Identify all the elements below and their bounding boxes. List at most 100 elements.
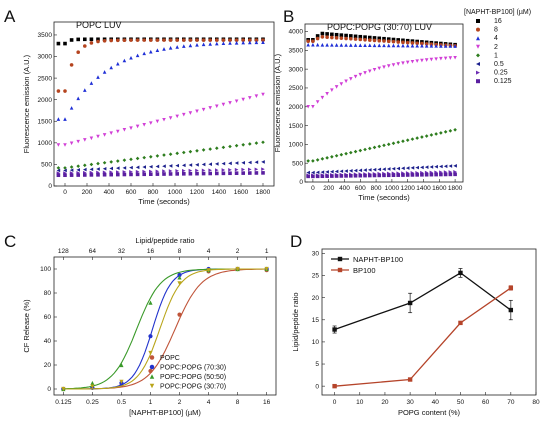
data-point [61, 386, 66, 392]
x-tick-label: 1000 [168, 189, 183, 196]
x-tick-label: 600 [355, 185, 366, 192]
data-point [149, 172, 153, 177]
data-point [149, 49, 153, 54]
y-tick-label: 80 [44, 290, 52, 297]
series-8 [56, 38, 265, 93]
data-point [339, 33, 344, 37]
data-point [311, 39, 315, 44]
y-axis-label: Fluorescence emission (A.U.) [22, 54, 31, 153]
data-point [377, 66, 382, 71]
data-point [175, 114, 179, 119]
data-point [508, 285, 514, 291]
data-point [241, 40, 245, 45]
data-point [248, 96, 252, 100]
data-point [344, 151, 348, 156]
data-point [353, 37, 358, 41]
data-point [415, 173, 419, 177]
data-point [391, 43, 396, 48]
panel-letter-D: D [290, 232, 302, 251]
y-tick-label: 4000 [289, 29, 304, 36]
legend-marker [337, 256, 343, 262]
data-point [401, 61, 405, 66]
data-point [221, 168, 226, 172]
data-point [344, 33, 348, 38]
data-point [458, 320, 463, 326]
data-point [135, 53, 140, 58]
y-tick-label: 0 [299, 179, 303, 186]
data-point [102, 166, 107, 171]
y-tick-label: 1000 [289, 142, 304, 149]
data-point [168, 152, 173, 157]
data-point [363, 147, 367, 152]
data-point [363, 35, 367, 39]
y-tick-label: 5 [315, 361, 319, 368]
data-point [148, 334, 153, 339]
data-point [122, 58, 127, 63]
data-point [377, 173, 382, 178]
y-tick-label: 2500 [289, 85, 304, 92]
x-tick-label: 60 [482, 399, 490, 406]
data-point [228, 41, 232, 45]
data-point [56, 173, 61, 178]
data-point [63, 117, 67, 121]
data-point [353, 173, 358, 178]
y-tick-label: 2000 [289, 104, 304, 111]
data-point [182, 44, 186, 48]
data-point [439, 44, 443, 48]
data-point [208, 168, 212, 173]
data-point [83, 173, 87, 177]
data-point [155, 48, 160, 52]
data-point [122, 166, 127, 170]
x-tick-label: 0 [333, 399, 337, 406]
data-point [443, 130, 448, 134]
data-point [155, 154, 160, 158]
x-tick-label: 30 [407, 399, 415, 406]
legend-label: 0.5 [494, 61, 504, 68]
data-point [119, 362, 124, 368]
data-point [135, 156, 140, 161]
data-point [241, 38, 245, 42]
data-point [458, 270, 463, 276]
data-point [377, 38, 382, 43]
data-point [334, 36, 339, 40]
data-point [221, 102, 226, 107]
data-point [448, 172, 453, 177]
data-point [116, 159, 120, 163]
data-point [353, 168, 358, 173]
x-axis-label: POPG content (%) [398, 408, 461, 417]
data-point [372, 38, 377, 43]
legend-marker [476, 27, 480, 32]
data-point [102, 160, 107, 165]
data-point [76, 37, 80, 42]
panel-letter-C: C [4, 232, 16, 251]
data-point [63, 168, 67, 173]
data-point [306, 39, 310, 44]
data-point [349, 77, 353, 81]
data-point [339, 43, 344, 47]
data-point [76, 139, 80, 144]
series-0.125 [56, 171, 265, 178]
data-point [363, 43, 367, 47]
data-point [215, 171, 219, 176]
data-point [102, 39, 107, 43]
data-point [155, 119, 160, 124]
data-point [334, 85, 339, 89]
legend-marker [149, 364, 155, 370]
data-point [148, 350, 153, 356]
data-point [410, 173, 415, 177]
data-point [248, 40, 252, 45]
data-point [201, 171, 206, 176]
data-point [63, 89, 67, 93]
y-tick-label: 30 [312, 251, 320, 258]
data-point [453, 44, 457, 48]
data-point [420, 172, 424, 177]
data-point [241, 143, 245, 147]
data-point [315, 42, 320, 47]
data-point [334, 32, 339, 37]
data-point [215, 41, 219, 46]
legend-marker [149, 383, 155, 389]
data-point [162, 117, 166, 122]
data-point [56, 41, 61, 46]
data-point [311, 174, 315, 179]
data-point [311, 42, 315, 47]
